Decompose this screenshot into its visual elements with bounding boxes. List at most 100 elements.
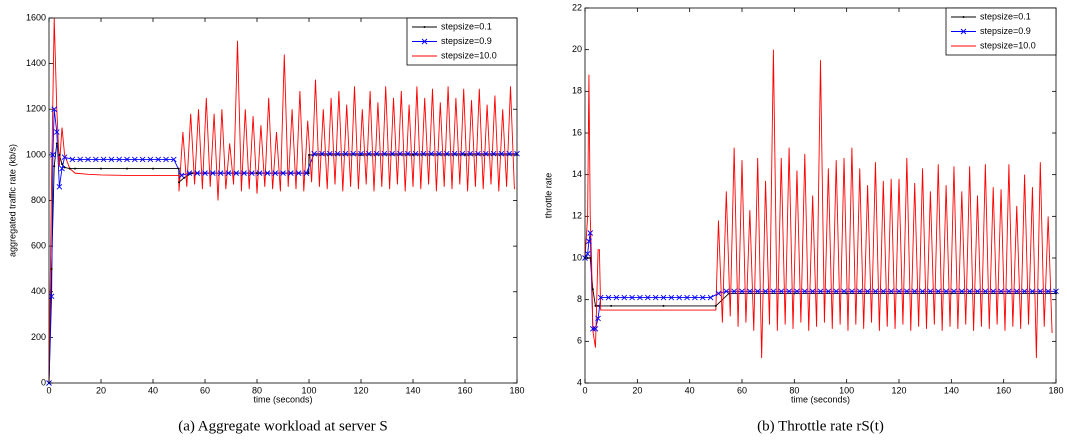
x-tick-label: 120 [353, 385, 368, 395]
x-tick-label: 40 [685, 385, 695, 395]
marker [74, 167, 76, 170]
legend-label: stepsize=0.1 [441, 21, 492, 31]
marker [389, 150, 396, 157]
y-tick-label: 600 [31, 241, 46, 251]
marker [1037, 288, 1044, 295]
x-axis-label: time (seconds) [253, 394, 312, 404]
marker [1021, 288, 1028, 295]
marker [202, 170, 208, 176]
marker [248, 170, 255, 176]
y-axis-label: aggregated traffic rate (kb/s) [7, 144, 17, 257]
y-tick-label: 1000 [26, 149, 46, 159]
marker [692, 294, 698, 301]
marker [459, 150, 466, 157]
marker [587, 230, 594, 236]
y-tick-label: 18 [572, 86, 582, 96]
legend-label: stepsize=0.9 [441, 36, 492, 46]
marker [919, 288, 926, 295]
marker [778, 288, 785, 295]
x-tick-label: 180 [509, 385, 524, 395]
x-tick-label: 40 [148, 385, 158, 395]
marker [280, 170, 286, 176]
marker [155, 156, 162, 163]
marker [365, 150, 372, 157]
x-tick-label: 160 [996, 385, 1011, 395]
marker [731, 288, 737, 295]
marker [326, 150, 333, 157]
marker [660, 294, 667, 301]
marker [58, 153, 61, 156]
marker [904, 288, 910, 295]
marker [714, 304, 717, 307]
marker [1045, 288, 1051, 295]
x-tick-label: 0 [582, 385, 587, 395]
marker [684, 294, 690, 301]
marker [50, 267, 53, 270]
marker [467, 150, 474, 157]
marker [586, 257, 589, 259]
marker [1006, 288, 1012, 295]
y-tick-label: 16 [572, 127, 582, 137]
marker [998, 288, 1004, 295]
marker [610, 304, 613, 307]
marker [801, 288, 808, 295]
marker [358, 150, 364, 157]
marker [342, 150, 349, 157]
marker [676, 294, 683, 301]
marker [591, 288, 594, 291]
marker [241, 170, 247, 176]
y-tick-label: 8 [577, 294, 582, 304]
marker [590, 326, 596, 332]
marker [170, 156, 177, 163]
marker [116, 156, 123, 163]
marker [880, 288, 887, 295]
marker [475, 150, 481, 157]
marker [584, 251, 591, 257]
marker [592, 326, 599, 332]
marker [92, 156, 99, 163]
series-line [584, 49, 1053, 359]
y-tick-label: 800 [31, 195, 46, 205]
marker [786, 288, 792, 295]
x-tick-label: 80 [252, 385, 262, 395]
marker [849, 288, 855, 295]
marker [443, 150, 450, 157]
y-tick-label: 1600 [26, 12, 46, 22]
legend-marker [960, 28, 967, 35]
marker [53, 165, 56, 168]
marker [699, 294, 706, 301]
marker [589, 257, 592, 259]
marker [50, 152, 56, 158]
marker [85, 156, 91, 163]
x-tick-label: 60 [200, 385, 210, 395]
x-tick-label: 140 [405, 385, 420, 395]
marker [825, 288, 832, 295]
y-tick-label: 22 [572, 2, 582, 12]
marker [927, 288, 934, 295]
x-tick-label: 140 [944, 385, 959, 395]
marker [1029, 288, 1036, 295]
marker [264, 170, 271, 176]
marker [56, 183, 63, 190]
marker [194, 170, 201, 176]
marker [124, 156, 130, 163]
marker [177, 167, 180, 170]
marker [225, 170, 232, 176]
x-tick-label: 160 [457, 385, 472, 395]
marker [482, 150, 489, 157]
marker [841, 288, 847, 295]
marker [100, 167, 102, 170]
y-axis-label: throttle rate [543, 173, 553, 219]
marker [108, 156, 115, 163]
marker [131, 156, 138, 163]
marker [605, 294, 612, 301]
marker [428, 150, 435, 157]
marker [209, 170, 216, 176]
y-tick-label: 1200 [26, 104, 46, 114]
legend-label: stepsize=0.1 [980, 11, 1031, 21]
marker [451, 150, 458, 157]
marker [126, 167, 128, 170]
x-tick-label: 100 [839, 385, 854, 395]
marker [59, 165, 65, 172]
